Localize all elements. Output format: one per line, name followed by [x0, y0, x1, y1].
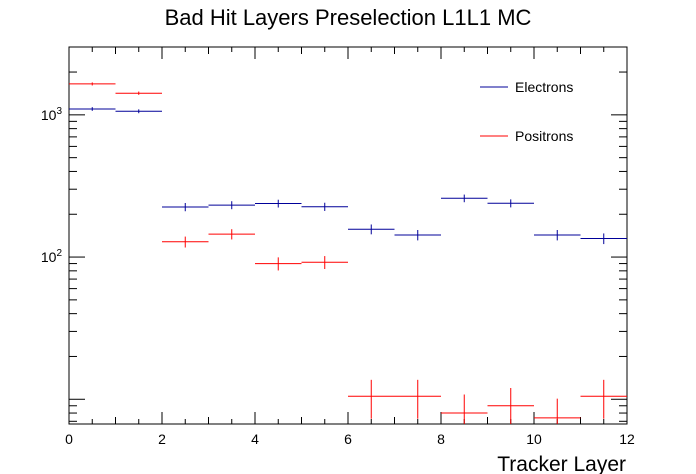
x-tick-label: 8: [437, 431, 445, 447]
chart-title: Bad Hit Layers Preselection L1L1 MC: [165, 5, 532, 30]
x-tick-label: 6: [344, 431, 352, 447]
axes: 0 2 4 6 8 10 12 102 103: [41, 46, 635, 447]
x-tick-label: 4: [251, 431, 259, 447]
series-electrons: [69, 107, 627, 245]
x-axis-title: Tracker Layer: [497, 453, 626, 474]
x-tick-label: 2: [158, 431, 166, 447]
x-tick-label: 0: [65, 431, 73, 447]
legend-label-electrons: Electrons: [515, 79, 573, 95]
series-layer: [69, 82, 627, 424]
y-tick-label: 102: [41, 248, 63, 265]
plot-frame: [68, 46, 628, 425]
legend: Electrons Positrons: [480, 79, 573, 144]
legend-label-positrons: Positrons: [515, 128, 573, 144]
series-positrons: [69, 82, 627, 424]
x-tick-label: 10: [526, 431, 542, 447]
x-tick-label: 12: [619, 431, 635, 447]
y-tick-label: 103: [41, 106, 63, 123]
